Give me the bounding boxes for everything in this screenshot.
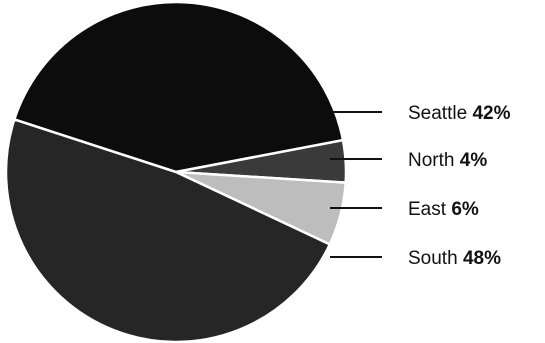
- slice-label-name: East: [408, 199, 451, 220]
- slice-seattle: [12, 0, 345, 174]
- slice-label-name: Seattle: [408, 103, 472, 124]
- slice-label-name: North: [408, 150, 460, 171]
- slice-label-north: North 4%: [408, 150, 487, 171]
- pie-slices: [4, 0, 348, 343]
- slice-south: [4, 117, 332, 343]
- slice-label-east: East 6%: [408, 199, 479, 220]
- slice-labels: Seattle 42% North 4% East 6% South 48%: [330, 103, 511, 269]
- slice-label-south: South 48%: [408, 248, 501, 269]
- slice-label-percent: 48%: [463, 248, 501, 269]
- slice-label-seattle: Seattle 42%: [408, 103, 511, 124]
- slice-label-name: South: [408, 248, 463, 269]
- slice-label-percent: 42%: [472, 103, 510, 124]
- slice-label-percent: 4%: [460, 150, 488, 171]
- slice-label-percent: 6%: [451, 199, 479, 220]
